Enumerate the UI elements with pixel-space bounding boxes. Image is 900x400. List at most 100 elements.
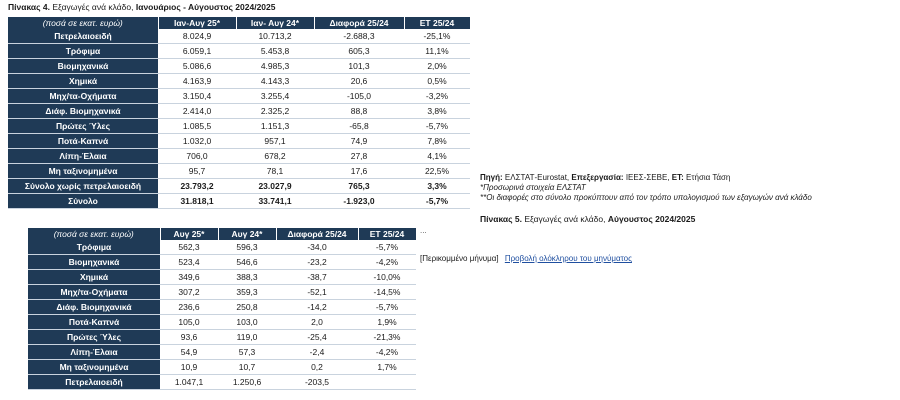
value-cell: 3.150,4: [158, 88, 236, 104]
value-cell: 31.818,1: [158, 193, 236, 209]
table-row: Βιομηχανικά 5.086,6 4.985,3 101,3 2,0%: [8, 58, 470, 74]
trend-cell: -10,0%: [358, 269, 416, 285]
table4-title-text: Εξαγωγές ανά κλάδο,: [52, 2, 134, 12]
row-label: Μηχ/τα-Οχήματα: [8, 88, 158, 104]
row-label: Πρώτες Ύλες: [28, 329, 160, 345]
value-cell: 307,2: [160, 284, 218, 300]
truncated-label: [Περικομμένο μήνυμα]: [420, 254, 499, 263]
value-cell: 359,3: [218, 284, 276, 300]
difference-cell: 101,3: [314, 58, 404, 74]
table-row: Πρώτες Ύλες 93,6 119,0 -25,4 -21,3%: [28, 329, 416, 345]
trend-cell: 3,3%: [404, 178, 470, 194]
row-label: Λίπη-Έλαια: [8, 148, 158, 164]
difference-cell: 17,6: [314, 163, 404, 179]
row-label: Λίπη-Έλαια: [28, 344, 160, 360]
difference-cell: -52,1: [276, 284, 358, 300]
difference-cell: 74,9: [314, 133, 404, 149]
row-label: Πρώτες Ύλες: [8, 118, 158, 134]
value-cell: 78,1: [236, 163, 314, 179]
table-row: Χημικά 4.163,9 4.143,3 20,6 0,5%: [8, 73, 470, 89]
value-cell: 250,8: [218, 299, 276, 315]
difference-cell: -2,4: [276, 344, 358, 360]
source-line: Πηγή: ΕΛΣΤΑΤ-Eurostat, Επεξεργασία: ΙΕΕΣ…: [480, 173, 812, 183]
value-cell: 57,3: [218, 344, 276, 360]
table-row: Σύνολο 31.818,1 33.741,1 -1.923,0 -5,7%: [8, 193, 470, 209]
value-cell: 562,3: [160, 240, 218, 255]
table5-title-text: Εξαγωγές ανά κλάδο,: [524, 214, 606, 224]
value-cell: 33.741,1: [236, 193, 314, 209]
value-cell: 5.453,8: [236, 43, 314, 59]
table-row: Ποτά-Καπνά 105,0 103,0 2,0 1,9%: [28, 314, 416, 330]
table-row: Πετρελαιοειδή 8.024,9 10.713,2 -2.688,3 -25,…: [8, 29, 470, 44]
table5-title-label: Πίνακας 5.: [480, 214, 523, 224]
trend-cell: -5,7%: [404, 193, 470, 209]
value-cell: 23.793,2: [158, 178, 236, 194]
row-label: Σύνολο: [8, 193, 158, 209]
difference-cell: -23,2: [276, 254, 358, 270]
value-cell: 388,3: [218, 269, 276, 285]
exports-by-sector-table-jan-aug: (ποσά σε εκατ. ευρώ) Ιαν-Αυγ 25* Ιαν- Αυ…: [8, 17, 471, 209]
value-cell: 95,7: [158, 163, 236, 179]
table-row: Διάφ. Βιομηχανικά 2.414,0 2.325,2 88,8 3,8%: [8, 103, 470, 119]
difference-cell: -14,2: [276, 299, 358, 315]
source-text: ΕΛΣΤΑΤ-Eurostat,: [504, 173, 570, 182]
source-label: Πηγή:: [480, 173, 503, 182]
table-row: Πετρελαιοειδή 1.047,1 1.250,6 -203,5: [28, 374, 416, 390]
value-cell: 103,0: [218, 314, 276, 330]
table-row: Μη ταξινομημένα 95,7 78,1 17,6 22,5%: [8, 163, 470, 179]
processing-label: Επεξεργασία:: [571, 173, 624, 182]
difference-cell: -25,4: [276, 329, 358, 345]
row-label: Τρόφιμα: [28, 240, 160, 255]
row-label: Μη ταξινομημένα: [28, 359, 160, 375]
value-cell: 2.325,2: [236, 103, 314, 119]
value-cell: 4.985,3: [236, 58, 314, 74]
value-cell: 5.086,6: [158, 58, 236, 74]
table-header-row: (ποσά σε εκατ. ευρώ) Αυγ 25* Αυγ 24* Δια…: [28, 228, 417, 240]
trend-cell: -5,7%: [404, 118, 470, 134]
value-cell: 236,6: [160, 299, 218, 315]
value-cell: 596,3: [218, 240, 276, 255]
value-cell: 1.032,0: [158, 133, 236, 149]
table-row: Σύνολο χωρίς πετρελαιοειδή 23.793,2 23.027…: [8, 178, 470, 194]
difference-cell: 27,8: [314, 148, 404, 164]
table5-title-period: Αύγουστος 2024/2025: [607, 214, 696, 224]
exports-by-sector-table-august: (ποσά σε εκατ. ευρώ) Αυγ 25* Αυγ 24* Δια…: [28, 228, 417, 390]
row-label: Πετρελαιοειδή: [28, 374, 160, 390]
trend-cell: [358, 374, 416, 390]
trend-cell: -25,1%: [404, 29, 470, 44]
row-label: Σύνολο χωρίς πετρελαιοειδή: [8, 178, 158, 194]
value-cell: 1.047,1: [160, 374, 218, 390]
trend-cell: -4,2%: [358, 344, 416, 360]
column-header: ΕΤ 25/24: [358, 228, 417, 240]
column-header: Αυγ 25*: [160, 228, 219, 240]
row-label: Ποτά-Καπνά: [28, 314, 160, 330]
row-label: Διάφ. Βιομηχανικά: [28, 299, 160, 315]
trend-cell: 7,8%: [404, 133, 470, 149]
view-full-message-link[interactable]: Προβολή ολόκληρου του μηνύματος: [504, 254, 632, 263]
row-label: Τρόφιμα: [8, 43, 158, 59]
table-notes: Πηγή: ΕΛΣΤΑΤ-Eurostat, Επεξεργασία: ΙΕΕΣ…: [480, 173, 812, 203]
value-cell: 546,6: [218, 254, 276, 270]
column-header: Ιαν-Αυγ 25*: [158, 17, 237, 29]
row-label: Μη ταξινομημένα: [8, 163, 158, 179]
value-cell: 1.250,6: [218, 374, 276, 390]
value-cell: 957,1: [236, 133, 314, 149]
row-label: Διάφ. Βιομηχανικά: [8, 103, 158, 119]
value-cell: 4.163,9: [158, 73, 236, 89]
value-cell: 54,9: [160, 344, 218, 360]
column-header: Αυγ 24*: [218, 228, 277, 240]
quoted-text-ellipsis[interactable]: ...: [420, 226, 427, 235]
table4-title: Πίνακας 4. Εξαγωγές ανά κλάδο, Ιανουάριο…: [8, 2, 276, 12]
difference-cell: 0,2: [276, 359, 358, 375]
value-cell: 4.143,3: [236, 73, 314, 89]
trend-cell: 22,5%: [404, 163, 470, 179]
truncated-message-notice: [Περικομμένο μήνυμα] Προβολή ολόκληρου τ…: [420, 254, 632, 263]
table5-title: Πίνακας 5. Εξαγωγές ανά κλάδο, Αύγουστος…: [480, 214, 695, 224]
value-cell: 105,0: [160, 314, 218, 330]
row-label: Μηχ/τα-Οχήματα: [28, 284, 160, 300]
difference-cell: -34,0: [276, 240, 358, 255]
table-row: Βιομηχανικά 523,4 546,6 -23,2 -4,2%: [28, 254, 416, 270]
value-cell: 3.255,4: [236, 88, 314, 104]
value-cell: 6.059,1: [158, 43, 236, 59]
value-cell: 93,6: [160, 329, 218, 345]
